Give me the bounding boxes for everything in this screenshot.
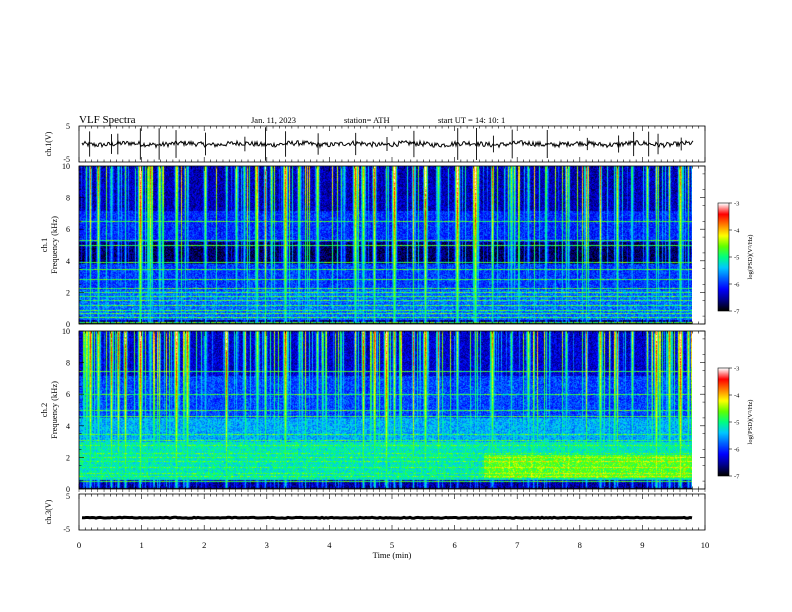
ch1-spec-ytick-label: 6 xyxy=(66,225,70,234)
ch2-colorbar-tick-label: -6 xyxy=(734,447,740,454)
x-axis-label: Time (min) xyxy=(373,550,412,560)
ch2-spectrogram-image xyxy=(79,331,692,489)
x-tick-label: 7 xyxy=(515,540,519,550)
x-tick-label: 2 xyxy=(202,540,206,550)
ch2-frequency-label: Frequency (kHz) xyxy=(49,381,59,439)
x-axis-ticklabels: 0 1 2 3 4 5 6 7 8 9 10 xyxy=(77,540,709,550)
ch2-colorbar-tick-label: -5 xyxy=(734,420,739,427)
ch2-spec-ytick-label: 6 xyxy=(66,390,70,399)
ch1-frame xyxy=(78,125,706,163)
x-tick-label: 10 xyxy=(701,540,710,550)
ch3-waveform-trace xyxy=(81,515,693,520)
ch1-colorbar-tick-label: -5 xyxy=(734,255,739,262)
ch1-spec-ytick-label: 8 xyxy=(66,194,70,203)
x-tick-label: 0 xyxy=(77,540,81,550)
ch1-colorbar-tick-label: -6 xyxy=(734,282,740,289)
ch3-frame xyxy=(78,493,706,531)
ch1-spikes xyxy=(89,127,682,161)
ch2-spec-ytick-label: 4 xyxy=(66,422,70,431)
ch3-waveform-panel: 5 -5 ch.3(V) xyxy=(44,489,706,534)
ch3-ytick-top: 5 xyxy=(66,492,70,501)
ch1-waveform-trace xyxy=(81,139,694,149)
ch1-colorbar-tick-label: -3 xyxy=(734,201,739,208)
ch2-colorbar-tick-label: -3 xyxy=(734,366,739,373)
ch1-spec-ylabel: ch.1 xyxy=(39,238,49,252)
x-tick-label: 1 xyxy=(139,540,143,550)
figure-title: VLF Spectra xyxy=(79,114,136,126)
ch2-colorbar-label: log(PSD)(V²/Hz) xyxy=(747,400,754,445)
ch1-colorbar-tick-label: -7 xyxy=(734,309,740,316)
x-tick-label: 3 xyxy=(265,540,269,550)
ch1-spec-ytick-label: 2 xyxy=(66,288,70,297)
ch3-ytick-bottom: -5 xyxy=(63,525,70,534)
ch1-ylabel: ch.1(V) xyxy=(44,131,53,156)
ch1-spec-ytick-label: 0 xyxy=(66,320,70,329)
ch1-ytick-top: 5 xyxy=(66,122,70,131)
date-label: Jan. 11, 2023 xyxy=(251,115,296,125)
ch1-ytick-bottom: -5 xyxy=(63,155,70,164)
ch1-waveform-panel: 5 -5 ch.1(V) xyxy=(44,122,706,164)
ch1-spec-ytick-label: 10 xyxy=(62,162,70,171)
ch1-spec-ytick-label: 4 xyxy=(66,257,70,266)
ch1-colorbar-tick-label: -4 xyxy=(734,228,740,235)
ch2-spec-ytick-label: 10 xyxy=(62,327,70,336)
ch2-spec-ylabel: ch.2 xyxy=(39,403,49,417)
x-tick-label: 9 xyxy=(640,540,644,550)
x-tick-label: 8 xyxy=(578,540,582,550)
ch3-ylabel: ch.3(V) xyxy=(44,499,53,524)
ch2-spec-ytick-label: 8 xyxy=(66,359,70,368)
ch2-spec-ytick-label: 2 xyxy=(66,453,70,462)
x-tick-label: 6 xyxy=(452,540,456,550)
ch1-colorbar-label: log(PSD)(V²/Hz) xyxy=(747,235,754,280)
ch2-spec-ytick-label: 0 xyxy=(66,485,70,494)
start-ut-label: start UT = 14: 10: 1 xyxy=(438,115,505,125)
ch2-colorbar-tick-label: -4 xyxy=(734,393,740,400)
x-tick-label: 5 xyxy=(390,540,394,550)
ch1-colorbar xyxy=(718,203,729,311)
x-tick-label: 4 xyxy=(327,540,332,550)
ch2-colorbar xyxy=(718,368,729,476)
ch2-colorbar-tick-label: -7 xyxy=(734,474,740,481)
ch1-frequency-label: Frequency (kHz) xyxy=(49,216,59,274)
ch1-spectrogram-image xyxy=(79,166,692,324)
station-label: station= ATH xyxy=(344,115,390,125)
